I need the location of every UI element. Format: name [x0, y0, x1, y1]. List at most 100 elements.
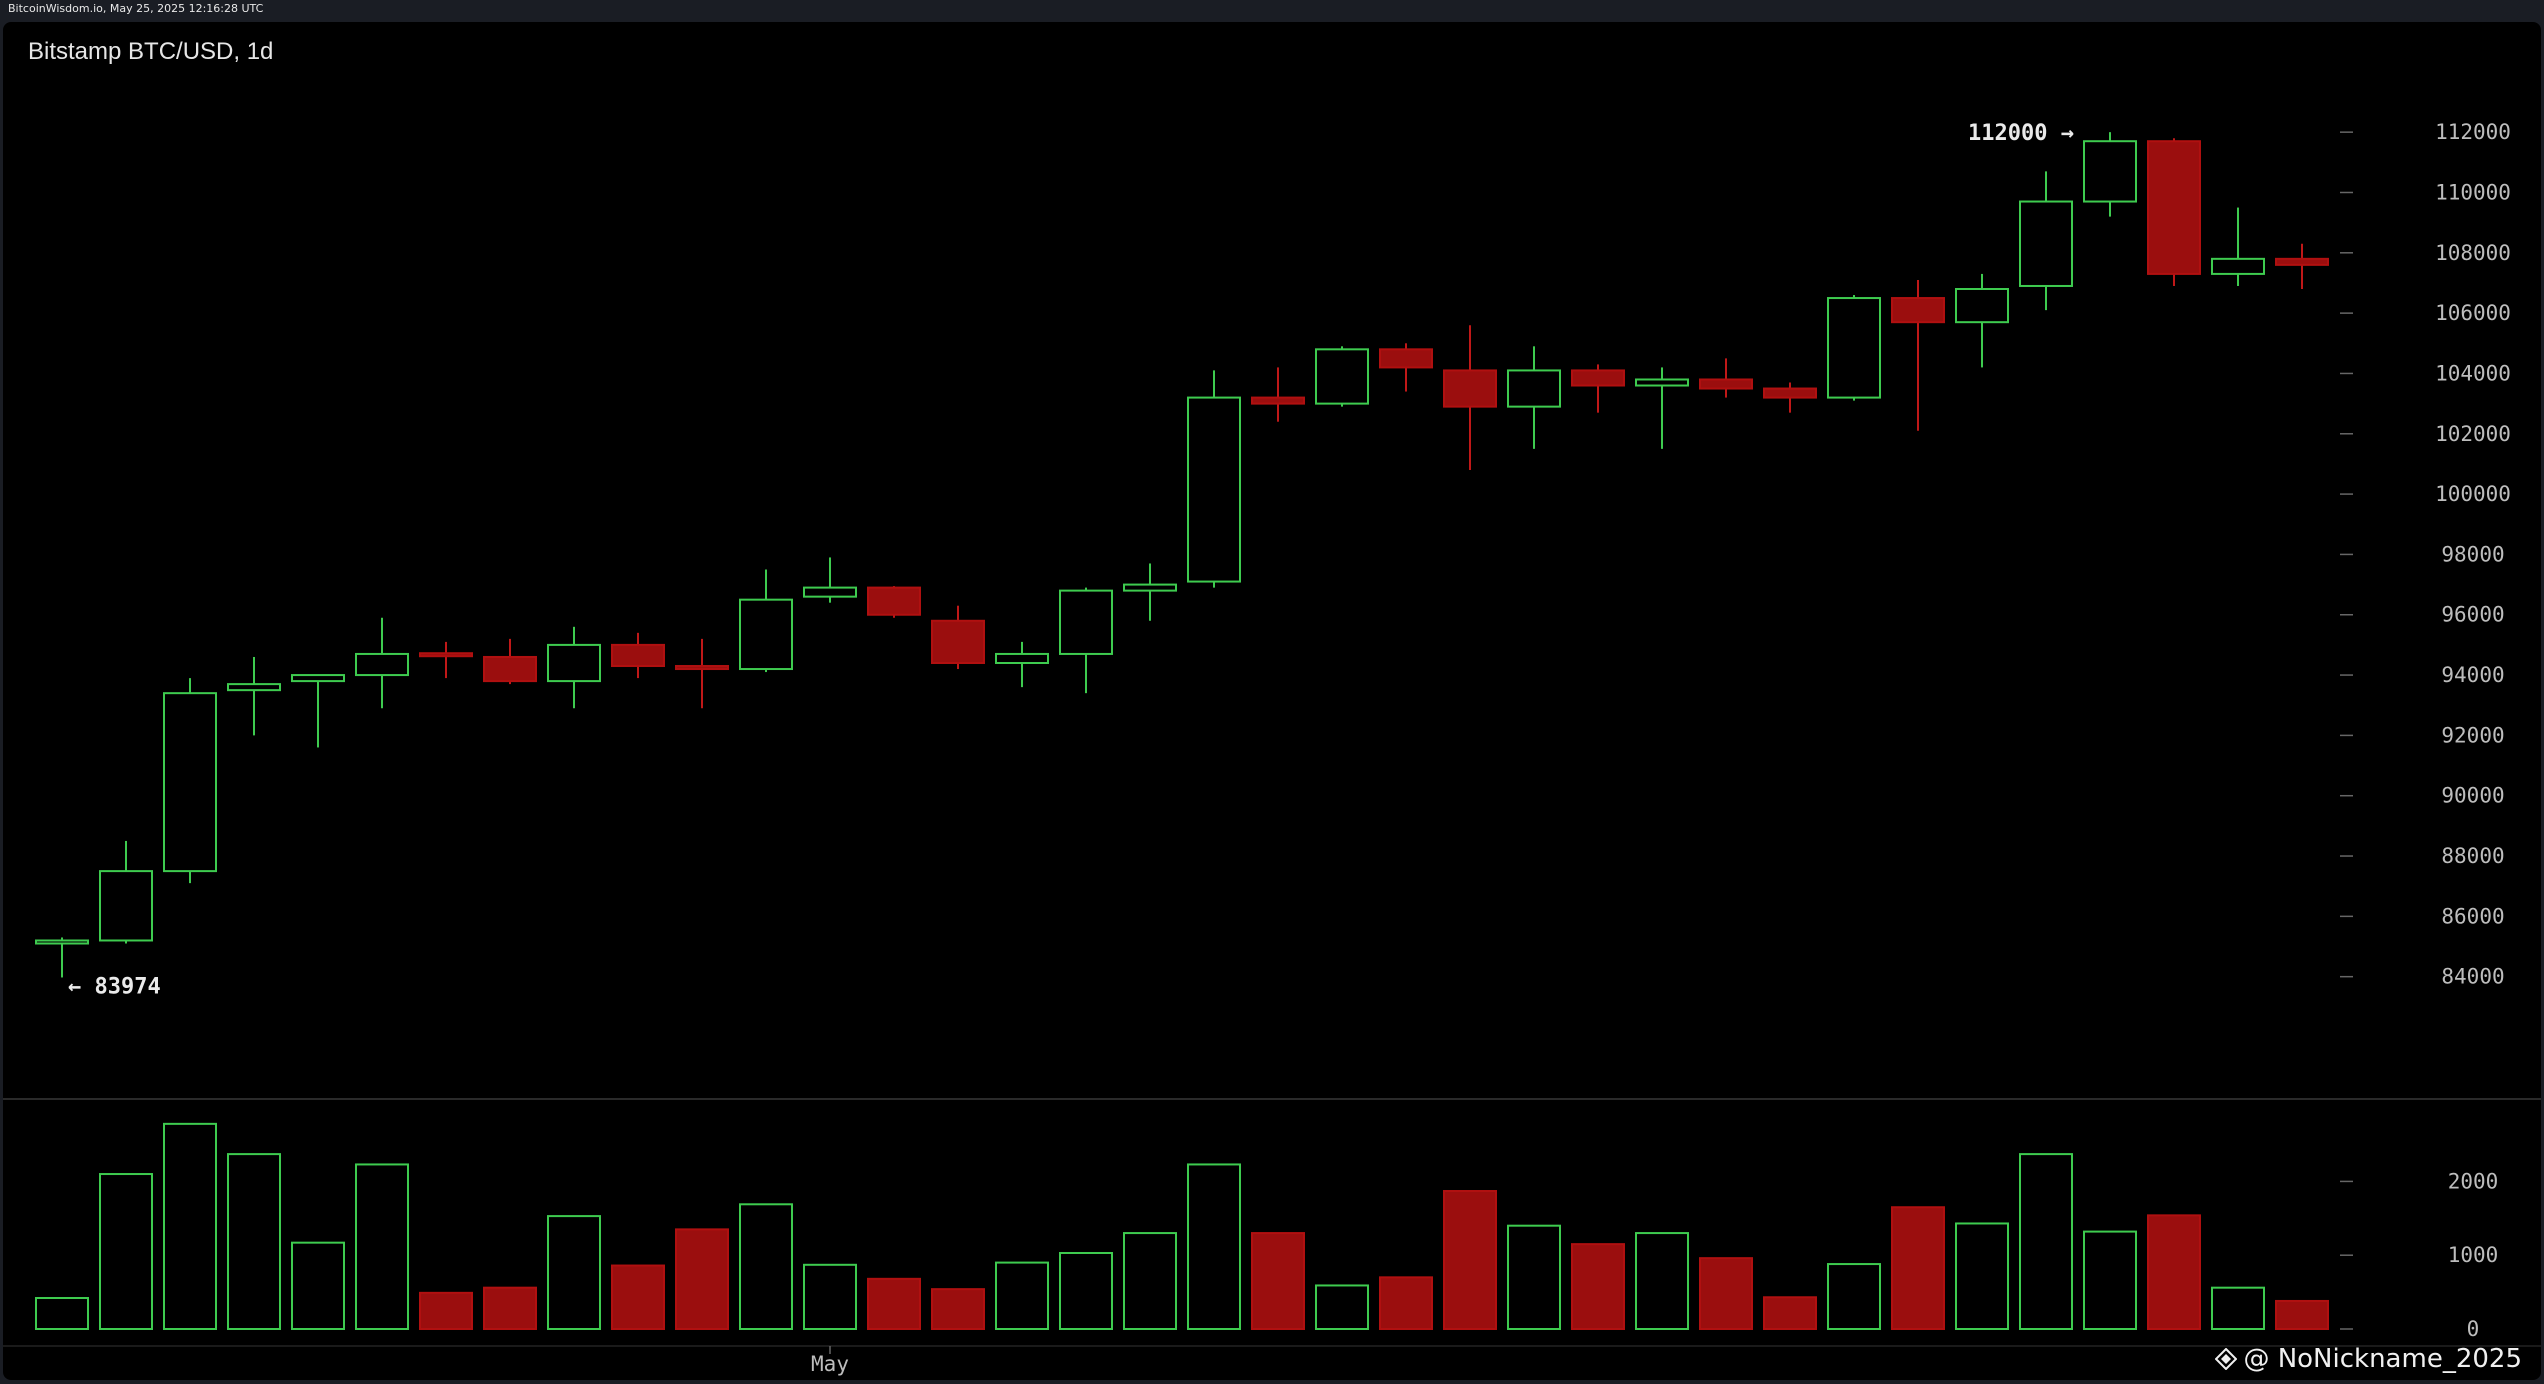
high-price-annotation: 112000 →: [1968, 121, 2074, 146]
candle-body: [931, 619, 985, 664]
volume-bar: [867, 1277, 921, 1330]
candle: [1635, 367, 1689, 449]
volume-bar: [2147, 1214, 2201, 1331]
candle-body: [1507, 369, 1561, 408]
price-tick-label: 102000: [2435, 422, 2511, 446]
candle-body: [1635, 378, 1689, 387]
candle-body: [1123, 583, 1177, 592]
candle-body: [1379, 348, 1433, 369]
candle: [1571, 364, 1625, 413]
candle-body: [35, 939, 89, 945]
candle: [1187, 370, 1241, 588]
candle-body: [2147, 140, 2201, 275]
volume-bar: [2211, 1286, 2265, 1331]
candle-body: [1443, 369, 1497, 408]
candle-body: [1251, 396, 1305, 405]
price-tick-label: 108000: [2435, 241, 2511, 265]
candle: [547, 626, 601, 709]
chart-title: Bitstamp BTC/USD, 1d: [28, 38, 274, 65]
candle: [355, 617, 409, 709]
candle: [1507, 346, 1561, 449]
candle: [35, 937, 89, 978]
candle: [419, 641, 473, 679]
volume-bar: [1827, 1263, 1881, 1330]
candle: [291, 674, 345, 748]
candle-body: [611, 643, 665, 668]
candle: [867, 586, 921, 618]
volume-bar: [803, 1263, 857, 1331]
candle: [675, 638, 729, 709]
timestamp-header: BitcoinWisdom.io, May 25, 2025 12:16:28 …: [8, 2, 264, 15]
price-tick-label: 104000: [2435, 361, 2511, 385]
volume-bar: [419, 1291, 473, 1331]
price-tick-label: 92000: [2441, 723, 2504, 747]
candle-body: [739, 598, 793, 671]
candle-body: [547, 643, 601, 683]
x-tick-label: May: [811, 1352, 849, 1376]
volume-layer: [35, 1122, 2329, 1331]
candle: [163, 678, 217, 884]
candlestick-chart[interactable]: 84000 86000 88000 90000 92000 94000 96000 98000…: [3, 22, 2541, 1380]
candle-body: [1699, 378, 1753, 390]
volume-bar: [547, 1215, 601, 1331]
candle: [2211, 207, 2265, 286]
volume-bar: [1251, 1232, 1305, 1331]
price-tick-label: 88000: [2441, 844, 2504, 868]
candle-body: [1315, 348, 1369, 405]
candle: [2147, 138, 2201, 286]
volume-tick-label: 0: [2467, 1317, 2480, 1341]
candle-body: [355, 652, 409, 677]
candle: [803, 557, 857, 603]
price-tick-label: 110000: [2435, 180, 2511, 204]
chart-area[interactable]: 84000 86000 88000 90000 92000 94000 96000 98000…: [3, 22, 2541, 1380]
volume-bar: [35, 1297, 89, 1330]
candle-layer: [35, 132, 2329, 978]
candle-body: [2275, 257, 2329, 266]
candle: [2019, 171, 2073, 311]
candle: [2083, 132, 2137, 217]
candle: [99, 840, 153, 944]
volume-bar: [99, 1173, 153, 1330]
candle: [1379, 343, 1433, 392]
volume-bar: [291, 1241, 345, 1331]
volume-bar: [1315, 1284, 1369, 1330]
candle: [2275, 243, 2329, 289]
candle-body: [291, 674, 345, 683]
price-tick-label: 84000: [2441, 965, 2504, 989]
volume-bar: [995, 1261, 1049, 1330]
axis-layer: 84000 86000 88000 90000 92000 94000 96000 98000…: [811, 120, 2511, 1376]
candle: [1059, 587, 1113, 694]
candle: [1891, 279, 1945, 431]
price-tick-label: 106000: [2435, 301, 2511, 325]
candle-body: [2211, 257, 2265, 275]
volume-bar: [1955, 1222, 2009, 1330]
candle-body: [867, 586, 921, 616]
candle: [995, 641, 1049, 688]
candle-body: [1827, 297, 1881, 399]
candle: [1955, 273, 2009, 368]
price-tick-label: 96000: [2441, 603, 2504, 627]
candle-body: [1763, 387, 1817, 399]
volume-bar: [1379, 1276, 1433, 1331]
volume-bar: [1891, 1206, 1945, 1330]
grid-layer: [3, 1098, 2541, 1347]
candle-body: [995, 652, 1049, 664]
volume-bar: [483, 1286, 537, 1331]
watermark: @ NoNickname_2025: [2215, 1344, 2522, 1374]
candle-body: [2083, 140, 2137, 203]
candle-body: [483, 655, 537, 683]
candle: [227, 656, 281, 736]
candle-body: [1571, 369, 1625, 387]
candle: [611, 632, 665, 679]
volume-bar: [675, 1228, 729, 1330]
candle: [1443, 325, 1497, 470]
volume-bar: [227, 1153, 281, 1330]
annotation-layer: 112000 → ← 83974: [68, 121, 2074, 999]
candle: [739, 569, 793, 673]
candle-body: [1891, 297, 1945, 324]
candle: [1699, 358, 1753, 398]
candle: [1251, 367, 1305, 422]
volume-bar: [1635, 1232, 1689, 1331]
candle-body: [1059, 589, 1113, 655]
candle-body: [803, 586, 857, 598]
